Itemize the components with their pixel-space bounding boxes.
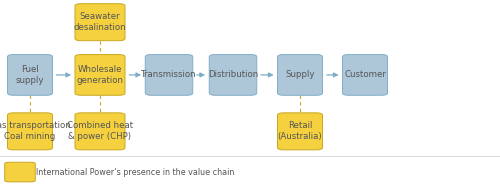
Text: Customer: Customer [344, 70, 386, 79]
FancyBboxPatch shape [5, 162, 35, 182]
FancyBboxPatch shape [75, 4, 125, 41]
Text: Gas transportation
Coal mining: Gas transportation Coal mining [0, 122, 70, 141]
Text: Seawater
desalination: Seawater desalination [74, 12, 126, 32]
FancyBboxPatch shape [75, 55, 125, 95]
Text: Supply: Supply [285, 70, 315, 79]
FancyBboxPatch shape [342, 55, 388, 95]
Text: Fuel
supply: Fuel supply [16, 65, 44, 85]
FancyBboxPatch shape [75, 113, 125, 150]
Text: Retail
(Australia): Retail (Australia) [278, 122, 322, 141]
FancyBboxPatch shape [146, 55, 193, 95]
FancyBboxPatch shape [210, 55, 257, 95]
Text: Distribution: Distribution [208, 70, 258, 79]
FancyBboxPatch shape [8, 55, 52, 95]
Text: Combined heat
& power (CHP): Combined heat & power (CHP) [67, 122, 133, 141]
Text: International Power’s presence in the value chain: International Power’s presence in the va… [36, 168, 235, 176]
FancyBboxPatch shape [8, 113, 52, 150]
Text: Transmission: Transmission [141, 70, 197, 79]
Text: Wholesale
generation: Wholesale generation [76, 65, 124, 85]
FancyBboxPatch shape [278, 113, 322, 150]
FancyBboxPatch shape [278, 55, 322, 95]
